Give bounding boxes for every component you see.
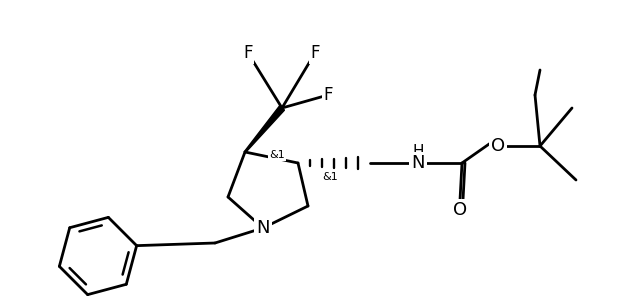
Text: F: F [323, 86, 333, 104]
Text: H: H [412, 144, 424, 159]
Text: F: F [243, 44, 253, 62]
Text: &1: &1 [322, 172, 338, 182]
Polygon shape [244, 106, 285, 152]
Text: O: O [491, 137, 505, 155]
Text: N: N [412, 154, 425, 172]
Text: O: O [453, 201, 467, 219]
Text: N: N [256, 219, 269, 237]
Text: F: F [310, 44, 320, 62]
Text: &1: &1 [269, 150, 285, 160]
